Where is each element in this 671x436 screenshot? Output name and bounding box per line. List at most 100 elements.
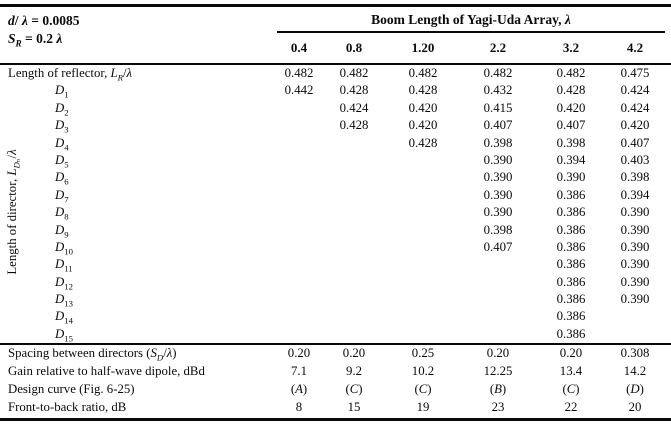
cell-value xyxy=(387,308,459,325)
cell-value: (C) xyxy=(345,381,363,396)
row-label: D4 xyxy=(55,135,69,153)
cell-value: 0.482 xyxy=(339,66,369,80)
cell-value: 0.428 xyxy=(339,118,369,133)
table-header: d/ λ = 0.0085 SR = 0.2 λ Boom Length of … xyxy=(0,7,671,63)
cell-value xyxy=(321,222,387,239)
table-row: Length of reflector, LR/λ 0.482 0.482 0.482… xyxy=(0,65,671,82)
table-row: Front-to-back ratio, dB 8 15 19 23 22 20 xyxy=(0,399,671,417)
cell-value: 0.398 xyxy=(483,222,513,237)
column-header: 1.20 xyxy=(411,40,435,55)
cell-value: 0.442 xyxy=(284,83,314,98)
table-body: Length of reflector, LR/λ 0.482 0.482 0.482… xyxy=(0,65,671,343)
corner-parameters: d/ λ = 0.0085 SR = 0.2 λ xyxy=(8,12,79,48)
table-row: D10 0.407 0.386 0.390 xyxy=(0,239,671,256)
table-row: D13 0.386 0.390 xyxy=(0,291,671,308)
top-rule xyxy=(0,4,671,7)
cell-value xyxy=(459,326,537,343)
table-row: D4 0.428 0.398 0.398 0.407 xyxy=(0,135,671,152)
table-row: D11 0.386 0.390 xyxy=(0,256,671,273)
row-label: D12 xyxy=(55,274,73,292)
cell-value: 0.407 xyxy=(620,135,650,150)
row-label: D2 xyxy=(55,100,69,118)
cell-value: 0.390 xyxy=(620,274,650,289)
cell-value: (B) xyxy=(489,381,507,396)
cell-value: 0.398 xyxy=(556,135,586,150)
cell-value xyxy=(387,239,459,256)
row-label: D8 xyxy=(55,205,69,222)
cell-value xyxy=(459,291,537,308)
table-row: Design curve (Fig. 6-25) (A) (C) (C) (B) (C) (… xyxy=(0,381,671,399)
cell-value: 0.403 xyxy=(620,152,650,167)
cell-value: 0.428 xyxy=(408,83,438,98)
cell-value: 0.20 xyxy=(486,346,510,361)
boom-length-header-group: Boom Length of Yagi-Uda Array, λ 0.4 0.8 1… xyxy=(277,7,665,61)
cell-value: 0.390 xyxy=(620,205,650,220)
row-label: D13 xyxy=(55,292,73,309)
cell-value: 0.428 xyxy=(556,83,586,98)
cell-value xyxy=(277,204,321,221)
cell-value: 14.2 xyxy=(623,364,647,379)
cell-value xyxy=(277,117,321,134)
table-row: Gain relative to half-wave dipole, dBd 7.… xyxy=(0,363,671,381)
cell-value xyxy=(277,152,321,169)
row-label: D10 xyxy=(55,239,73,257)
cell-value xyxy=(387,274,459,291)
row-label: D11 xyxy=(55,257,73,274)
cell-value: 0.398 xyxy=(620,170,650,185)
row-label: D5 xyxy=(55,152,69,170)
cell-value: 0.424 xyxy=(620,100,650,115)
cell-value xyxy=(605,308,665,325)
cell-value: 0.386 xyxy=(556,309,586,324)
cell-value: 0.394 xyxy=(620,187,650,202)
table-row: D15 0.386 xyxy=(0,326,671,343)
row-label: D14 xyxy=(55,309,73,327)
table-row: D12 0.386 0.390 xyxy=(0,274,671,291)
cell-value xyxy=(459,308,537,325)
cell-value xyxy=(321,152,387,169)
cell-value: (C) xyxy=(414,381,432,396)
cell-value xyxy=(321,239,387,256)
row-label: D3 xyxy=(55,118,69,135)
cell-value: 0.390 xyxy=(620,222,650,237)
bottom-rule xyxy=(0,418,671,422)
cell-value xyxy=(321,169,387,186)
table-row: D9 0.398 0.386 0.390 xyxy=(0,222,671,239)
cell-value: 0.482 xyxy=(483,66,513,80)
column-header: 0.4 xyxy=(290,40,308,55)
cell-value xyxy=(387,326,459,343)
cell-value: 0.390 xyxy=(620,257,650,272)
cell-value xyxy=(277,100,321,117)
table-row: D3 0.428 0.420 0.407 0.407 0.420 xyxy=(0,117,671,134)
cell-value xyxy=(321,187,387,204)
row-label: D1 xyxy=(55,83,69,100)
cell-value: 0.475 xyxy=(620,66,650,80)
cell-value xyxy=(277,274,321,291)
cell-value: 20 xyxy=(628,399,642,414)
cell-value: 0.482 xyxy=(284,66,314,80)
boom-length-title: Boom Length of Yagi-Uda Array, λ xyxy=(371,12,571,27)
cell-value: 0.420 xyxy=(408,100,438,115)
cell-value xyxy=(277,222,321,239)
row-label: Spacing between directors (SD/λ) xyxy=(8,346,177,363)
cell-value: 0.398 xyxy=(483,135,513,150)
cell-value xyxy=(277,308,321,325)
cell-value: 0.420 xyxy=(556,100,586,115)
column-header: 3.2 xyxy=(562,40,580,55)
row-label: Design curve (Fig. 6-25) xyxy=(8,381,135,396)
cell-value: 0.482 xyxy=(408,66,438,80)
cell-value: 0.390 xyxy=(483,205,513,220)
cell-value: 0.420 xyxy=(408,118,438,133)
cell-value xyxy=(277,239,321,256)
row-label: D15 xyxy=(55,326,73,344)
cell-value xyxy=(459,274,537,291)
cell-value: 22 xyxy=(564,399,578,414)
table-row: D14 0.386 xyxy=(0,308,671,325)
cell-value: 0.386 xyxy=(556,274,586,289)
cell-value: 0.432 xyxy=(483,83,513,98)
cell-value xyxy=(321,256,387,273)
footer-divider-rule xyxy=(0,343,671,346)
cell-value: 0.428 xyxy=(408,135,438,150)
cell-value xyxy=(277,291,321,308)
column-header: 4.2 xyxy=(626,40,644,55)
cell-value: 0.386 xyxy=(556,187,586,202)
